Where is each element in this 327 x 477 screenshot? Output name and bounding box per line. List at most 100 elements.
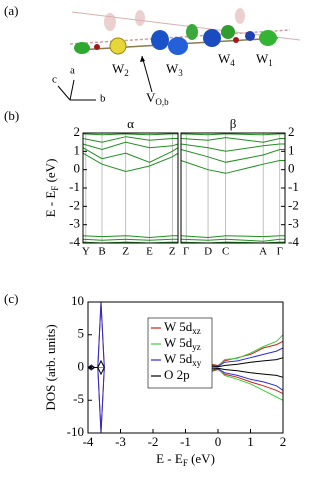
band-line <box>180 137 285 143</box>
x-axis-label: E - EF (eV) <box>156 451 215 468</box>
legend-name: W 5d <box>164 319 193 334</box>
y-tick-label: 10 <box>71 293 84 308</box>
band-line <box>180 133 285 136</box>
atom <box>94 44 100 50</box>
plot-frame <box>180 132 286 244</box>
y-tick-label: 0 <box>74 161 81 176</box>
x-tick-label: B <box>98 246 105 258</box>
x-tick-label: 1 <box>247 434 254 449</box>
legend-name: O 2p <box>164 367 190 382</box>
subplot-title: β <box>230 116 237 131</box>
band-line <box>180 149 285 163</box>
orbital <box>104 13 116 31</box>
y-tick-label: 1 <box>288 142 295 157</box>
atom-label-main: W <box>218 51 231 66</box>
x-tick-label: -3 <box>115 434 126 449</box>
y-tick-label: 2 <box>74 124 81 139</box>
band-line <box>82 141 179 151</box>
atom-label: W4 <box>218 51 235 68</box>
atom-label-main: W <box>112 61 125 76</box>
atom <box>233 37 239 43</box>
band-line <box>82 235 178 239</box>
band-line <box>82 147 179 163</box>
x-tick-label: Y <box>82 246 90 258</box>
axis-letter: a <box>70 65 75 77</box>
band-line <box>180 160 285 174</box>
x-tick-label: E <box>146 246 153 258</box>
atom-label-main: W <box>166 61 179 76</box>
legend-name: W 5d <box>164 335 193 350</box>
atom-label: W2 <box>112 61 129 78</box>
y-tick-label: 5 <box>78 326 85 341</box>
panel-label: (a) <box>4 3 18 18</box>
axis-arrow <box>69 79 75 101</box>
y-tick-label: 0 <box>288 161 295 176</box>
y-tick-label: 2 <box>288 124 295 139</box>
legend-label: W 5dyz <box>164 335 201 352</box>
x-tick-label: 0 <box>215 434 222 449</box>
axis-letter: c <box>52 74 57 86</box>
atom-label: W3 <box>166 61 183 78</box>
y-tick-label: 0 <box>78 358 85 373</box>
x-tick-label: Z <box>169 246 176 258</box>
orbital <box>245 31 255 41</box>
x-tick-label: A <box>259 246 267 258</box>
band-line <box>180 143 285 152</box>
band-line <box>82 238 178 241</box>
atom-label-sub: 4 <box>230 58 235 68</box>
atom-label-sub: 3 <box>178 68 183 78</box>
legend-name: W 5d <box>164 351 193 366</box>
band-line <box>82 133 178 136</box>
panel-label: (c) <box>4 291 18 306</box>
band-line <box>180 235 285 239</box>
x-tick-label: -4 <box>83 434 94 449</box>
y-axis-label-suffix: (eV) <box>43 159 58 186</box>
y-axis-label: E - EF (eV) <box>43 159 60 218</box>
legend-label: O 2p <box>164 367 190 382</box>
legend-sub: xz <box>192 326 201 336</box>
arrow <box>141 55 153 93</box>
orbital <box>151 30 169 50</box>
orbital <box>135 10 145 26</box>
y-tick-label: -1 <box>69 179 80 194</box>
x-tick-label: D <box>204 246 212 258</box>
legend-sub: yz <box>192 342 201 352</box>
orbital <box>221 25 235 39</box>
y-tick-label: -2 <box>288 197 299 212</box>
atom-label: W1 <box>256 51 273 68</box>
x-tick-label: Γ <box>277 246 283 258</box>
subplot-title: α <box>127 116 134 131</box>
x-tick-label: -2 <box>148 434 159 449</box>
panel-label: (b) <box>4 108 19 123</box>
y-axis-label-sub: F <box>50 186 60 191</box>
x-axis-label-suffix: (eV) <box>188 451 215 466</box>
y-tick-label: -3 <box>69 216 80 231</box>
y-tick-label: -3 <box>288 216 299 231</box>
vacancy-label-sub: O,b <box>155 97 169 107</box>
y-tick-label: -2 <box>69 197 80 212</box>
x-tick-label: 2 <box>280 434 287 449</box>
orbital <box>186 24 198 40</box>
plot-frame <box>82 132 179 244</box>
vacancy-label-main: V <box>146 90 156 105</box>
x-axis-label-sub: F <box>183 458 188 468</box>
y-tick-label: -1 <box>288 179 299 194</box>
x-tick-label: -1 <box>180 434 191 449</box>
x-tick-label: Γ <box>183 246 189 258</box>
atom-label-sub: 1 <box>268 58 273 68</box>
y-tick-label: 1 <box>74 142 81 157</box>
x-tick-label: C <box>222 246 229 258</box>
legend-label: W 5dxz <box>164 319 201 336</box>
atom-label-sub: 2 <box>124 68 129 78</box>
band-line <box>180 238 285 242</box>
axis-arrow <box>57 85 71 101</box>
y-tick-label: -10 <box>67 424 84 439</box>
band-line <box>82 136 178 143</box>
atom-label-main: W <box>256 51 269 66</box>
axis-letter: b <box>100 93 106 105</box>
x-tick-label: Z <box>122 246 129 258</box>
y-tick-label: -4 <box>288 234 299 249</box>
band-line <box>82 152 179 173</box>
